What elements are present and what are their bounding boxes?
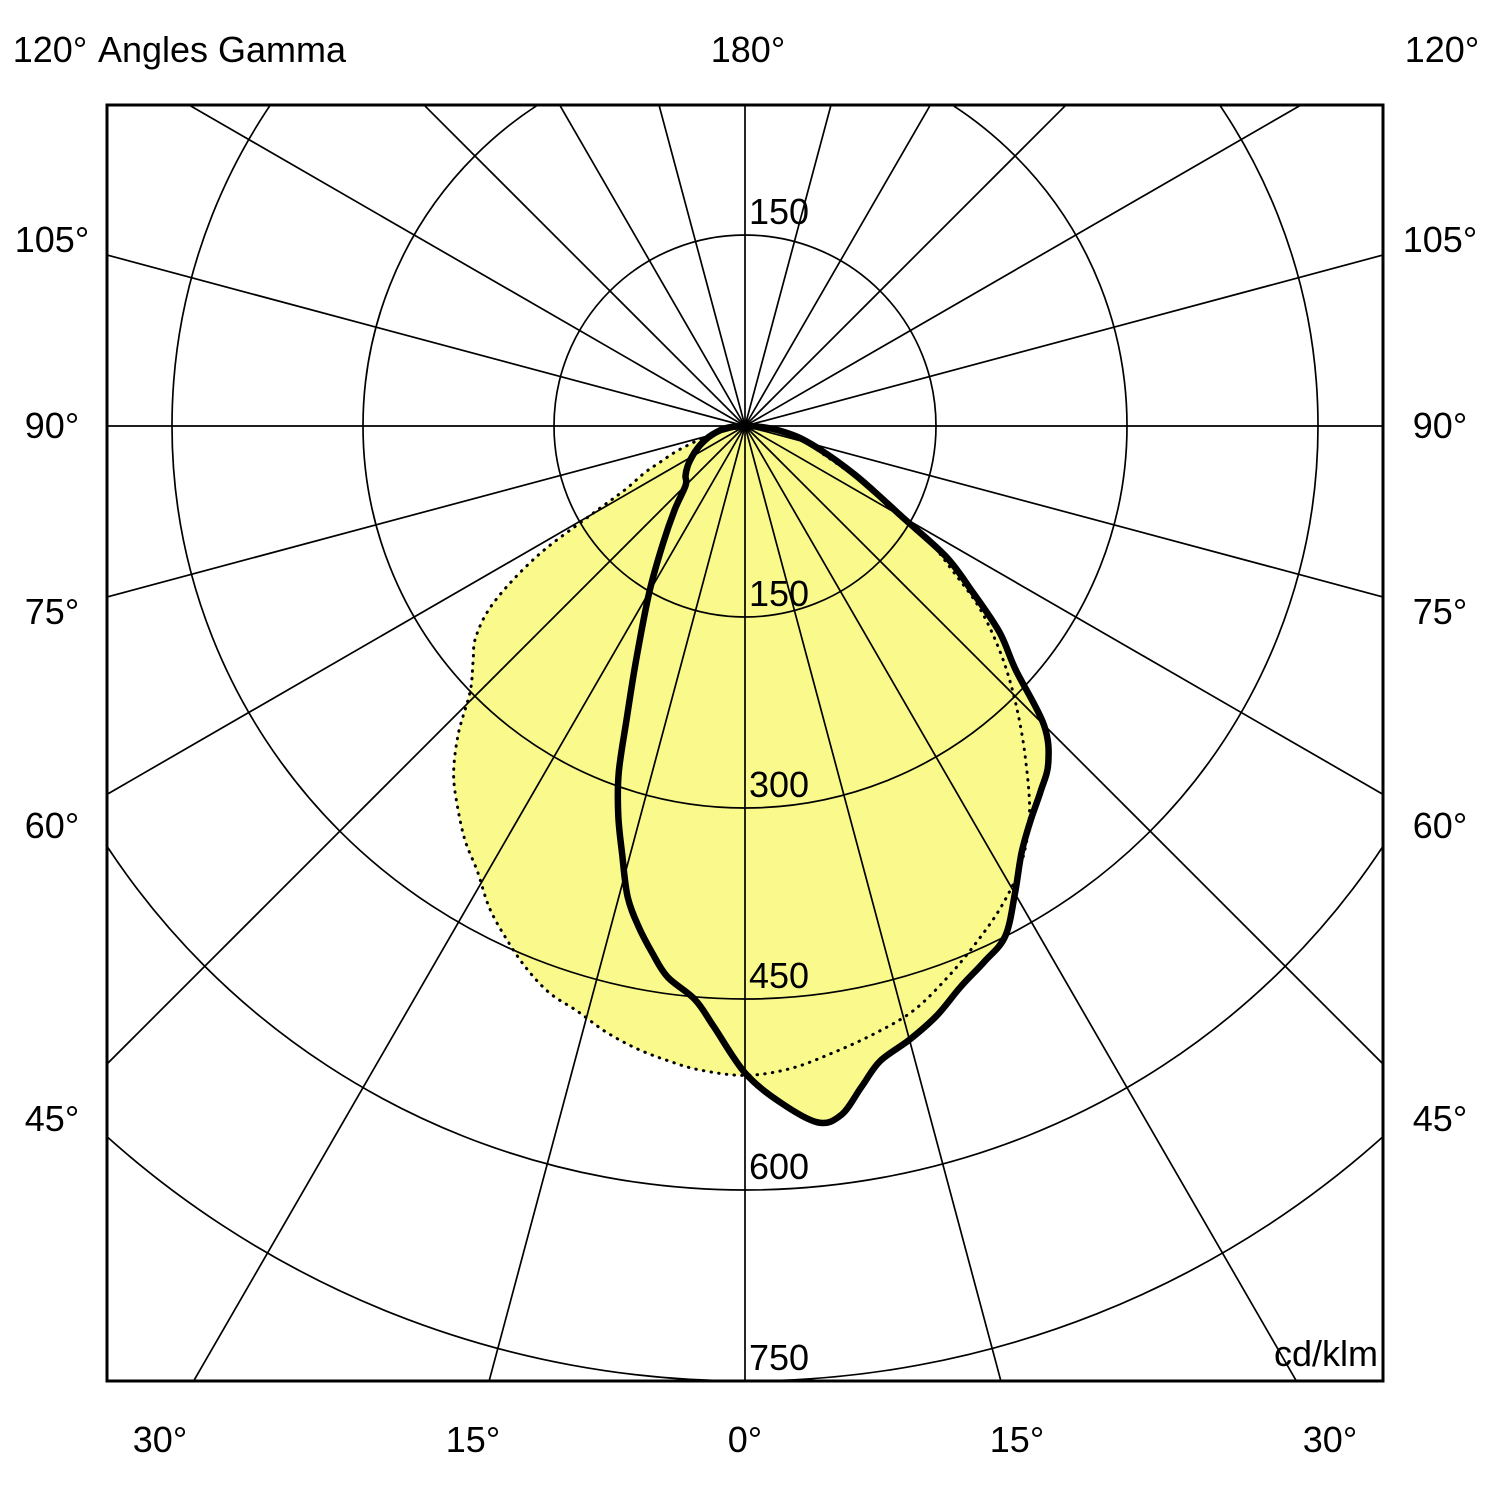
gamma-label-bottom-0: 0° (727, 1419, 763, 1460)
radial-gridline-330 (744, 105, 1303, 427)
radial-gridline-210 (187, 105, 746, 427)
gamma-label-topright-120: 120° (1404, 29, 1480, 70)
ring-label-150: 150 (749, 573, 810, 614)
chart-frame (105, 103, 1385, 1383)
gamma-label-bottom-15r: 15° (989, 1419, 1045, 1460)
gamma-label-topleft-120: 120° (12, 29, 88, 70)
gamma-label-right-105: 105° (1402, 219, 1478, 260)
gamma-label-right-90: 90° (1412, 405, 1468, 446)
radial-gridline-135 (107, 425, 746, 1066)
radial-gridline-105 (488, 425, 746, 1381)
radial-gridline-60 (744, 425, 1298, 1381)
ring-label-300: 300 (749, 764, 810, 805)
gamma-label-right-75: 75° (1412, 591, 1468, 632)
ring-circle-600 (107, 844, 1383, 1191)
ring-label-750: 750 (749, 1337, 810, 1378)
radial-gridline-300 (744, 105, 932, 427)
chart-title: Angles Gamma (97, 29, 347, 70)
distribution-curve-solid (614, 422, 1052, 1127)
curve-fill-layer (453, 426, 1049, 1124)
radial-gridline-15 (744, 425, 1383, 598)
gamma-label-bottom-30r: 30° (1302, 1419, 1358, 1460)
ring-circle-150 (553, 234, 937, 618)
ring-label-450: 450 (749, 955, 810, 996)
gamma-label-left-90: 90° (24, 405, 80, 446)
unit-label: cd/klm (1273, 1333, 1378, 1374)
ring-label-150-above: 150 (749, 191, 810, 232)
gamma-label-right-60: 60° (1412, 805, 1468, 846)
gamma-label-left-75: 75° (24, 591, 80, 632)
gamma-label-left-60: 60° (24, 805, 80, 846)
gamma-label-bottom-15l: 15° (445, 1419, 501, 1460)
ring-label-600: 600 (749, 1146, 810, 1187)
radial-gridline-120 (192, 425, 746, 1381)
radial-gridline-255 (658, 105, 746, 427)
radial-gridline-345 (744, 254, 1383, 427)
radial-gridline-45 (744, 425, 1383, 1066)
ring-circle-300 (362, 105, 1128, 809)
radial-gridline-150 (107, 425, 746, 796)
gamma-label-top-180: 180° (710, 29, 786, 70)
gamma-label-bottom-30l: 30° (132, 1419, 188, 1460)
radial-gridline-75 (744, 425, 1002, 1381)
radial-gridline-315 (744, 105, 1068, 427)
radial-gridline-225 (422, 105, 746, 427)
curve-fill-solid-curve (617, 426, 1049, 1124)
radial-gridline-285 (744, 105, 832, 427)
radial-gridline-240 (558, 105, 746, 427)
gamma-label-left-105: 105° (14, 219, 90, 260)
gamma-label-right-45: 45° (1412, 1098, 1468, 1139)
radial-gridline-195 (107, 254, 746, 427)
gamma-label-left-45: 45° (24, 1098, 80, 1139)
curve-layer (452, 422, 1052, 1127)
radial-gridline-30 (744, 425, 1383, 796)
radial-gridline-165 (107, 425, 746, 598)
ring-circle-450 (171, 105, 1319, 1000)
